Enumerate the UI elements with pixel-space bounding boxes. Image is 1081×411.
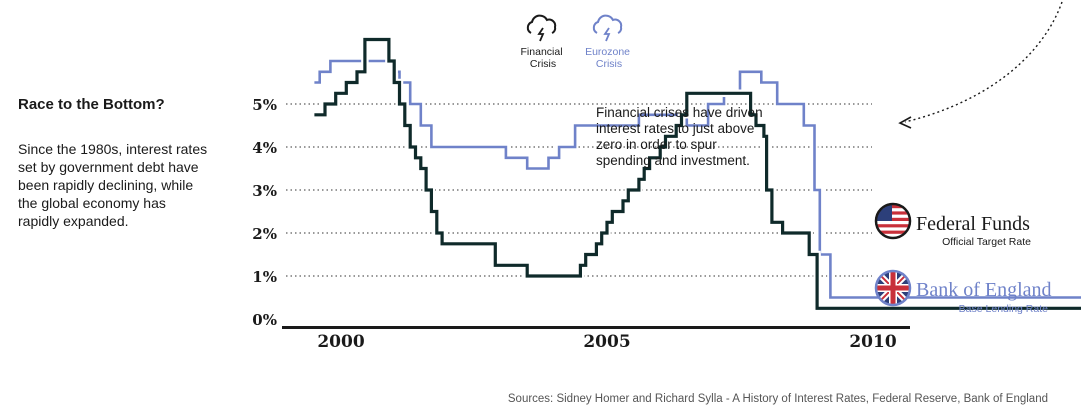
x-tick-label: 2000 xyxy=(317,332,364,352)
annotation-line-3: zero in order to spur xyxy=(596,137,717,152)
y-tick-label: 1% xyxy=(252,268,277,286)
sidebar-title: Race to the Bottom? xyxy=(18,96,165,113)
y-axis-ticks: 0% 1% 2% 3% 4% 5% xyxy=(252,96,277,329)
eurozone-crisis-label: Eurozone Crisis xyxy=(585,46,633,70)
eurozone-crisis-line-2: Crisis xyxy=(596,58,622,70)
x-tick-label: 2010 xyxy=(849,332,896,352)
legend-federal-funds: Federal Funds Official Target Rate xyxy=(874,202,1031,248)
series-line-federal-funds xyxy=(314,37,1081,310)
financial-crisis-line-1: Financial xyxy=(521,46,563,58)
legend-fed-name: Federal Funds xyxy=(916,213,1030,235)
grid-lines xyxy=(286,103,872,277)
y-tick-label: 2% xyxy=(252,225,277,243)
annotation-line-4: spending and investment. xyxy=(596,153,750,168)
financial-crisis-line-2: Crisis xyxy=(530,58,556,70)
annotation-text: Financial crises have driven interest ra… xyxy=(596,105,766,168)
dashed-arrow-icon xyxy=(898,1,1063,129)
eurozone-crisis-marker: Eurozone Crisis xyxy=(585,14,633,70)
sidebar-body: Since the 1980s, interest rates set by g… xyxy=(18,141,208,229)
us-flag-icon xyxy=(874,202,912,240)
financial-crisis-label: Financial Crisis xyxy=(521,46,566,70)
financial-crisis-marker: Financial Crisis xyxy=(521,14,566,70)
x-tick-label: 2005 xyxy=(583,332,630,352)
annotation-line-1: Financial crises have driven xyxy=(596,105,763,120)
source-text: Sources: Sidney Homer and Richard Sylla … xyxy=(508,393,1048,405)
storm-cloud-icon xyxy=(592,14,623,42)
legend-boe-name: Bank of England xyxy=(916,279,1052,301)
legend-fed-sub: Official Target Rate xyxy=(942,236,1031,248)
y-tick-label: 4% xyxy=(252,139,277,157)
x-axis-ticks: 20002005201020152020 xyxy=(317,332,896,352)
legend-bank-of-england: Bank of England Base Lending Rate xyxy=(874,269,1052,315)
series-layer xyxy=(314,35,1081,313)
y-tick-label: 5% xyxy=(252,96,277,114)
annotation-line-2: interest rates to just above xyxy=(596,121,754,136)
storm-cloud-icon xyxy=(526,14,557,42)
y-tick-label: 3% xyxy=(252,182,277,200)
y-tick-label: 0% xyxy=(252,311,277,329)
series-halo-federal-funds xyxy=(314,35,1081,313)
eurozone-crisis-line-1: Eurozone xyxy=(585,46,630,58)
uk-flag-icon xyxy=(874,269,912,307)
legend-boe-sub: Base Lending Rate xyxy=(959,303,1048,315)
